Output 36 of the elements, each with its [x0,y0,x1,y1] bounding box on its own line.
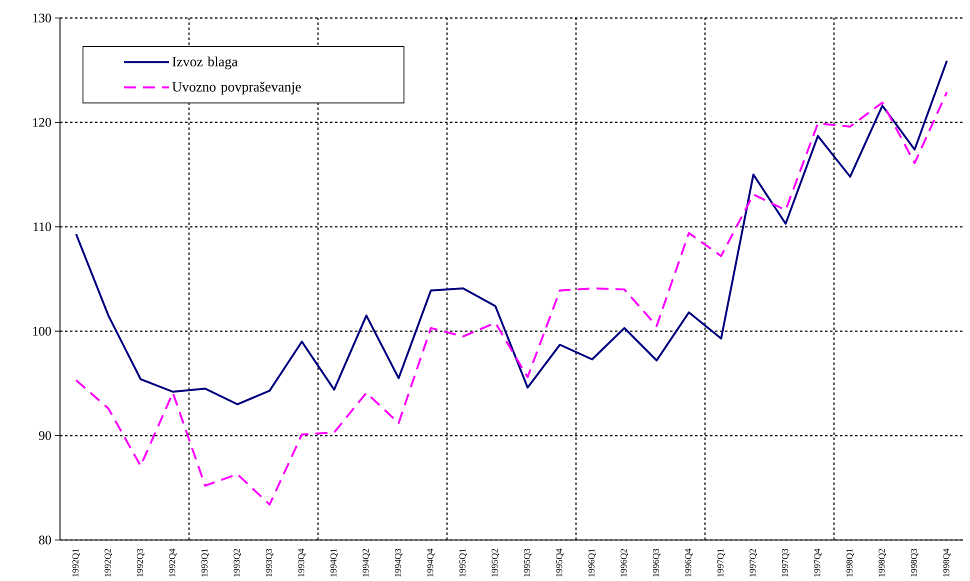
x-tick-label: 1996Q4 [685,548,693,577]
x-tick-label: 1992Q3 [136,548,144,577]
legend-label: Uvozno povpraševanje [172,82,301,94]
x-tick-label: 1997Q4 [814,548,822,577]
x-tick-label: 1995Q4 [556,548,564,577]
x-tick-label: 1997Q1 [717,549,725,577]
x-tick-label: 1998Q4 [943,548,951,577]
x-tick-label: 1994Q4 [427,548,435,577]
y-tick-label: 120 [33,118,51,127]
x-tick-label: 1992Q4 [169,548,177,577]
x-tick-label: 1997Q3 [782,548,790,577]
x-tick-label: 1998Q3 [910,548,918,577]
x-tick-label: 1996Q2 [620,549,628,577]
x-tick-label: 1992Q2 [104,549,112,577]
x-tick-label: 1998Q1 [846,549,854,577]
x-tick-label: 1992Q1 [72,549,80,577]
x-tick-label: 1993Q1 [201,549,209,577]
x-tick-label: 1996Q1 [588,549,596,577]
x-tick-label: 1993Q3 [266,548,274,577]
x-tick-label: 1998Q2 [878,549,886,577]
x-tick-label: 1996Q3 [652,548,660,577]
x-tick-label: 1994Q1 [330,549,338,577]
x-tick-label: 1994Q3 [394,548,402,577]
x-tick-label: 1997Q2 [750,549,758,577]
x-tick-label: 1995Q2 [492,549,500,577]
legend-label: Izvoz blaga [172,56,238,70]
y-tick-label: 80 [39,536,51,544]
y-tick-label: 100 [33,326,51,336]
x-tick-label: 1993Q4 [298,548,306,577]
y-tick-label: 110 [34,222,51,232]
x-tick-label: 1994Q2 [362,549,370,577]
x-tick-label: 1995Q1 [459,549,467,577]
x-tick-label: 1995Q3 [524,548,532,577]
y-tick-label: 130 [33,14,51,22]
x-tick-label: 1993Q2 [234,549,242,577]
y-tick-label: 90 [38,431,51,440]
